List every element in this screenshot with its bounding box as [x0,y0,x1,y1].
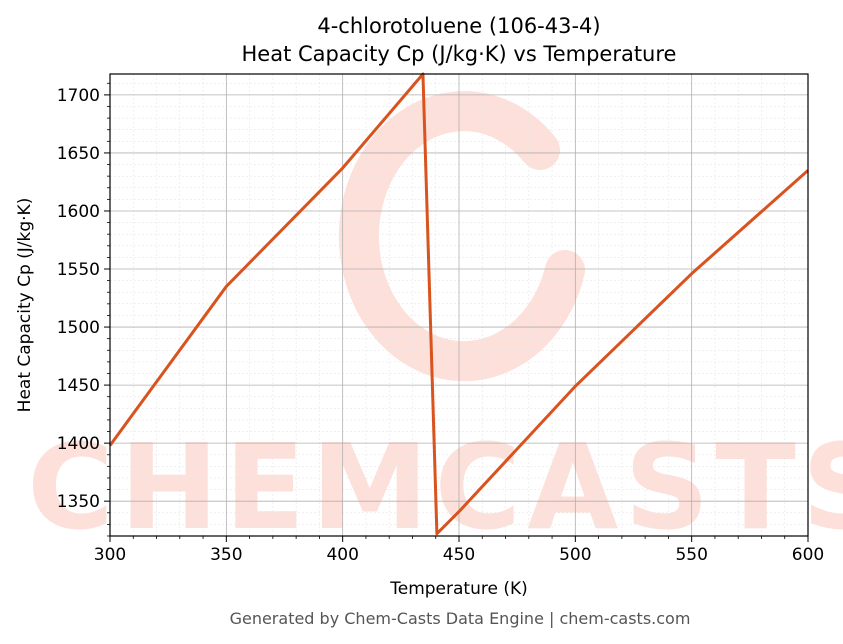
major-grid [109,74,809,536]
y-tick-label: 1600 [57,202,100,222]
x-tick-label: 500 [559,545,591,565]
y-axis-label: Heat Capacity Cp (J/kg·K) [15,198,35,413]
footer-credit: Generated by Chem-Casts Data Engine | ch… [230,609,691,628]
series-line-0 [108,72,809,536]
y-tick-label: 1700 [57,86,100,106]
x-tick-label: 550 [675,545,707,565]
y-tick-label: 1650 [57,144,100,164]
y-tick-label: 1550 [57,260,100,280]
y-tick-label: 1350 [57,492,100,512]
x-tick-label: 600 [792,545,824,565]
y-tick-label: 1450 [57,376,100,396]
y-axis: 1350 1400 1450 1500 1550 1600 1650 1700 [57,82,110,537]
y-tick-label: 1400 [57,434,100,454]
chart-subtitle: Heat Capacity Cp (J/kg·K) vs Temperature [242,42,677,66]
x-tick-label: 300 [94,545,126,565]
y-tick-label: 1500 [57,318,100,338]
x-axis-label: Temperature (K) [389,579,528,599]
watermark-logo-arc [338,91,585,382]
x-tick-label: 350 [210,545,242,565]
x-axis: 300 350 400 450 500 550 600 [94,536,824,565]
x-tick-label: 400 [326,545,358,565]
x-tick-label: 450 [443,545,475,565]
chart-title: 4-chlorotoluene (106-43-4) [317,14,600,38]
series-layer [108,72,809,536]
